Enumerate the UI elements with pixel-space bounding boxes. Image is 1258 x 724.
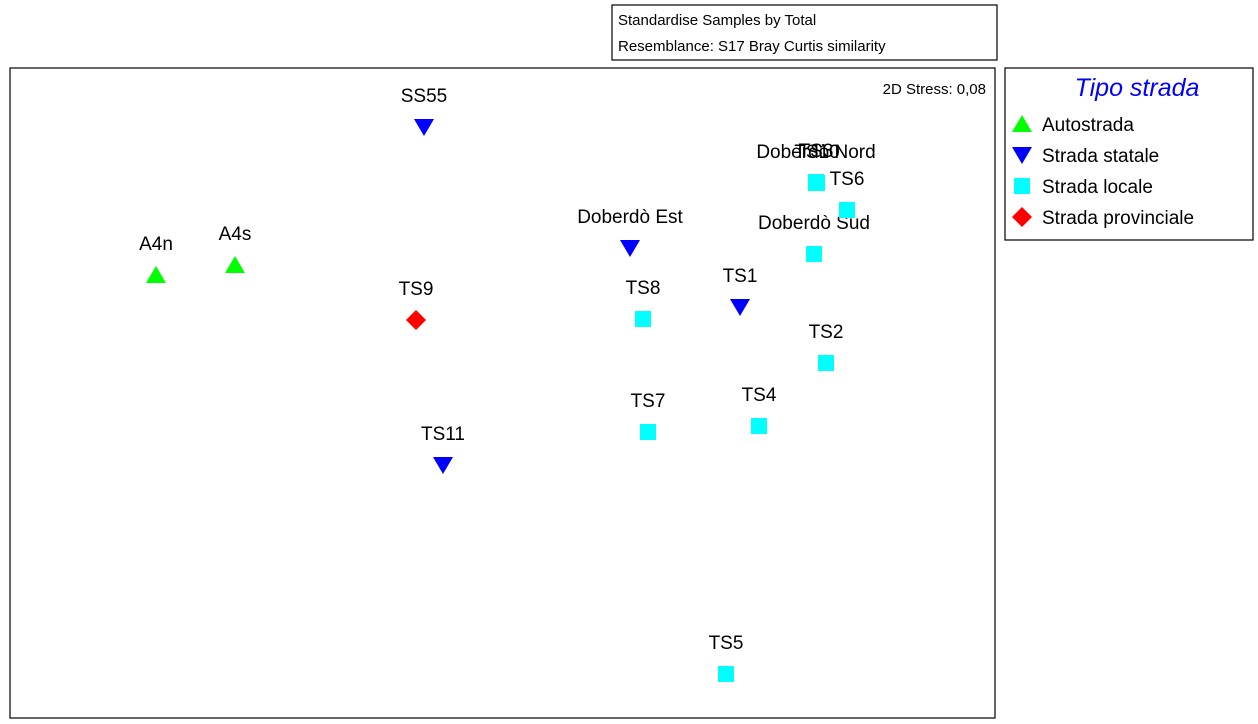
legend-box xyxy=(1004,67,1254,241)
point xyxy=(414,119,434,136)
point xyxy=(751,418,767,434)
point xyxy=(818,355,834,371)
legend-label: Autostrada xyxy=(1042,115,1134,136)
point-label: A4s xyxy=(219,224,252,245)
legend-title: Tipo strada xyxy=(1075,74,1200,102)
point xyxy=(806,246,822,262)
point xyxy=(718,666,734,682)
point-label: TS4 xyxy=(742,385,777,406)
point xyxy=(635,311,651,327)
legend-marker xyxy=(1012,207,1032,227)
point-label: TS3 xyxy=(799,141,834,162)
point-label: Doberdò Sud xyxy=(758,213,870,234)
point-label: SS55 xyxy=(401,86,447,107)
point xyxy=(640,424,656,440)
point xyxy=(225,256,245,273)
point-label: TS10 xyxy=(794,142,839,163)
point xyxy=(730,299,750,316)
point-label: TS7 xyxy=(631,391,666,412)
point xyxy=(839,202,855,218)
point-label: Doberdò Nord xyxy=(756,142,875,163)
point xyxy=(406,310,426,330)
note: Resemblance: S17 Bray Curtis similarity xyxy=(618,38,886,55)
point-label: TS9 xyxy=(399,279,434,300)
stress-label: 2D Stress: 0,08 xyxy=(883,81,986,98)
point-label: A4n xyxy=(139,234,173,255)
plot-frame xyxy=(9,67,996,719)
point-label: TS1 xyxy=(723,266,758,287)
point-label: Doberdò Est xyxy=(577,207,683,228)
legend-marker xyxy=(1012,115,1032,132)
point-label: TS11 xyxy=(421,424,465,445)
legend-marker xyxy=(1012,147,1032,164)
point xyxy=(146,266,166,283)
point-label: TS5 xyxy=(709,633,744,654)
point xyxy=(620,240,640,257)
point-label: TS2 xyxy=(809,322,844,343)
note: Standardise Samples by Total xyxy=(618,12,816,29)
point-label: TS6 xyxy=(830,169,865,190)
point-label: TS8 xyxy=(626,278,661,299)
point xyxy=(809,175,825,191)
legend-marker xyxy=(1014,178,1030,194)
legend-label: Strada provinciale xyxy=(1042,208,1194,229)
point xyxy=(433,457,453,474)
legend-label: Strada locale xyxy=(1042,177,1153,198)
legend-label: Strada statale xyxy=(1042,146,1159,167)
notes-box xyxy=(611,4,998,61)
